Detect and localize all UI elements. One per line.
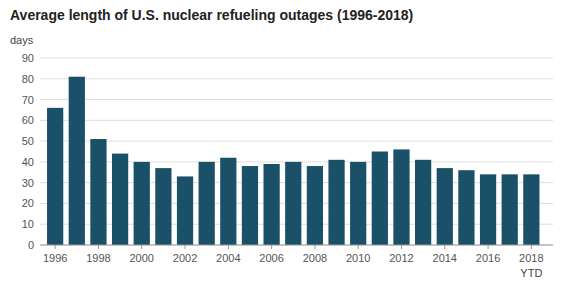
bar (393, 149, 409, 245)
bar (155, 168, 171, 245)
bar (242, 166, 258, 245)
x-tick (98, 245, 99, 249)
y-tick-label: 70 (22, 94, 34, 106)
x-tick-label: 2018 (519, 252, 543, 264)
x-tick (314, 245, 315, 249)
bar (263, 164, 279, 245)
bar (437, 168, 453, 245)
bar (307, 166, 323, 245)
grid-line (40, 58, 553, 59)
y-tick-label: 0 (28, 239, 34, 251)
x-tick-label: 2002 (173, 252, 197, 264)
bar (523, 174, 539, 245)
y-tick-label: 50 (22, 135, 34, 147)
grid-line (40, 245, 553, 246)
x-tick-label: 2004 (216, 252, 240, 264)
x-tick (531, 245, 532, 249)
x-tick-label: 2000 (129, 252, 153, 264)
x-tick (271, 245, 272, 249)
chart-container: Average length of U.S. nuclear refueling… (0, 0, 569, 291)
grid-line (40, 99, 553, 100)
bar (177, 176, 193, 245)
y-tick-label: 40 (22, 156, 34, 168)
y-tick-label: 90 (22, 52, 34, 64)
bar (220, 158, 236, 245)
bar (285, 162, 301, 245)
bar (350, 162, 366, 245)
x-axis-line (40, 245, 553, 246)
x-tick-label: 2006 (259, 252, 283, 264)
bar (458, 170, 474, 245)
grid-line (40, 141, 553, 142)
bar (199, 162, 215, 245)
grid (40, 58, 553, 245)
y-tick-label: 20 (22, 197, 34, 209)
grid-line (40, 120, 553, 121)
x-tick-label: 1998 (86, 252, 110, 264)
annotation: YTD (520, 267, 542, 279)
x-tick-label: 2014 (433, 252, 457, 264)
bar (134, 162, 150, 245)
x-tick-label: 2012 (389, 252, 413, 264)
chart: Average length of U.S. nuclear refueling… (0, 0, 569, 291)
x-tick (228, 245, 229, 249)
bar (90, 139, 106, 245)
x-tick (444, 245, 445, 249)
x-tick (488, 245, 489, 249)
bar (47, 108, 63, 245)
y-axis-label: days (10, 34, 34, 46)
bar (502, 174, 518, 245)
bar (415, 160, 431, 245)
x-tick (141, 245, 142, 249)
y-tick-label: 80 (22, 73, 34, 85)
title: Average length of U.S. nuclear refueling… (10, 7, 413, 23)
bar (328, 160, 344, 245)
y-tick-label: 30 (22, 177, 34, 189)
x-tick-label: 2008 (303, 252, 327, 264)
y-tick-label: 60 (22, 114, 34, 126)
x-tick-label: 2010 (346, 252, 370, 264)
bar (69, 77, 85, 245)
grid-line (40, 78, 553, 79)
x-tick (358, 245, 359, 249)
x-tick-label: 2016 (476, 252, 500, 264)
x-tick (401, 245, 402, 249)
y-tick-label: 10 (22, 218, 34, 230)
bars (47, 77, 539, 245)
x-tick-label: 1996 (43, 252, 67, 264)
x-tick (55, 245, 56, 249)
bar (372, 152, 388, 246)
x-tick (185, 245, 186, 249)
bar (112, 154, 128, 245)
bar (480, 174, 496, 245)
